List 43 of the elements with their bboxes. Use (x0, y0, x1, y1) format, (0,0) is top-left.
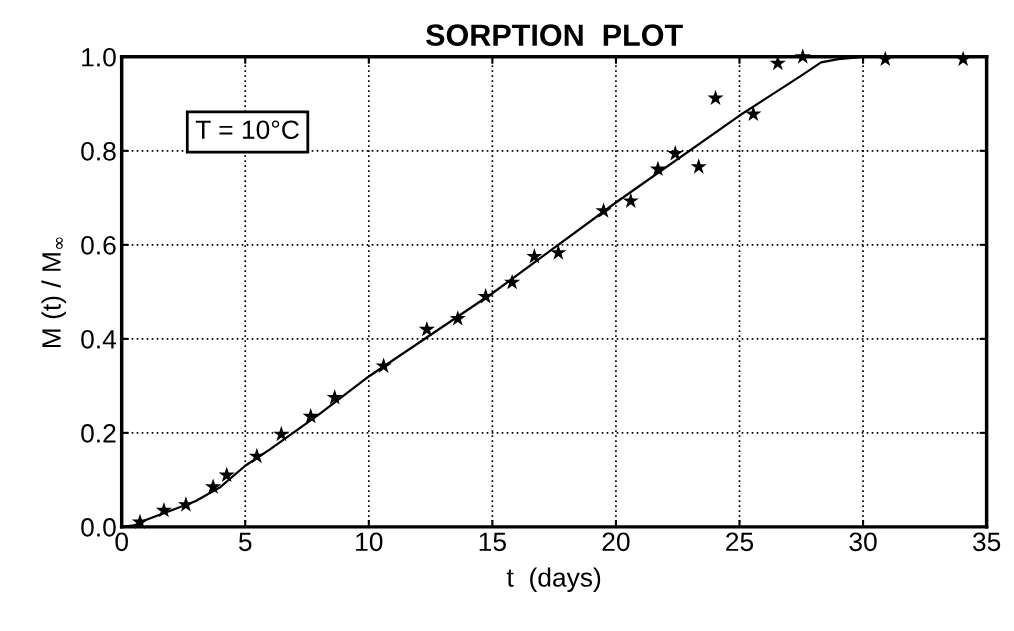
point (248, 447, 265, 464)
point (877, 50, 894, 67)
x-tick-label: 20 (602, 532, 630, 552)
point (622, 192, 639, 208)
y-axis-title: M (t) / M$_{∞}$ (41, 237, 67, 348)
x-axis-title: t (days) (506, 567, 601, 593)
y-tick-label: 0.2 (81, 424, 116, 443)
point (177, 496, 195, 512)
point (418, 320, 435, 337)
point (649, 160, 667, 177)
point (218, 466, 235, 483)
point (550, 244, 567, 260)
point (302, 407, 319, 424)
point (449, 310, 466, 326)
point (707, 89, 724, 106)
x-tick-label: 15 (479, 532, 506, 552)
y-tick-label: 0.0 (81, 518, 116, 537)
point (667, 145, 684, 161)
point (690, 158, 707, 174)
x-tick-label: 0 (115, 532, 128, 552)
point (375, 357, 392, 373)
point (595, 202, 612, 218)
chart-title: SORPTION PLOT (426, 24, 683, 46)
annotation: T = 10°C (195, 120, 299, 140)
point (155, 501, 173, 518)
y-tick-label: 0.4 (81, 329, 117, 349)
point (477, 288, 494, 304)
x-tick-label: 5 (238, 532, 252, 552)
point (326, 389, 343, 405)
point (504, 273, 521, 290)
y-tick-label: 0.6 (81, 235, 116, 255)
x-tick-label: 30 (849, 532, 877, 552)
y-tick-label: 1.0 (82, 47, 116, 67)
point (205, 478, 222, 494)
x-tick-label: 10 (356, 532, 383, 552)
point (794, 48, 811, 64)
point (526, 248, 543, 264)
x-tick-label: 35 (972, 532, 1001, 552)
point (273, 425, 290, 442)
y-tick-label: 0.8 (81, 141, 116, 161)
point (131, 513, 149, 530)
point (745, 105, 762, 122)
x-tick-label: 25 (726, 532, 754, 552)
